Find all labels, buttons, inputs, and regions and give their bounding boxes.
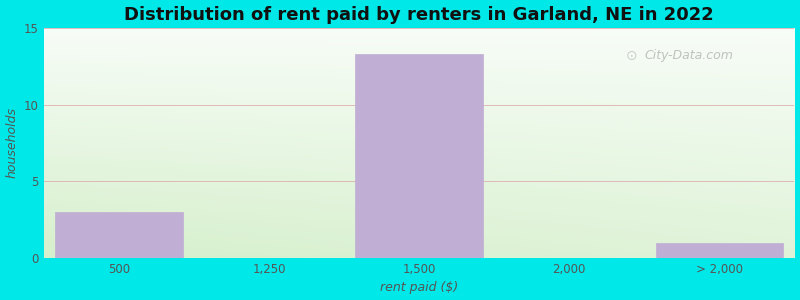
Title: Distribution of rent paid by renters in Garland, NE in 2022: Distribution of rent paid by renters in …: [124, 6, 714, 24]
Text: City-Data.com: City-Data.com: [644, 49, 734, 62]
X-axis label: rent paid ($): rent paid ($): [380, 281, 458, 294]
Y-axis label: households: households: [6, 107, 18, 178]
Bar: [655, 243, 783, 258]
Bar: [55, 212, 182, 258]
Text: ⊙: ⊙: [626, 49, 637, 62]
Bar: [355, 54, 483, 258]
